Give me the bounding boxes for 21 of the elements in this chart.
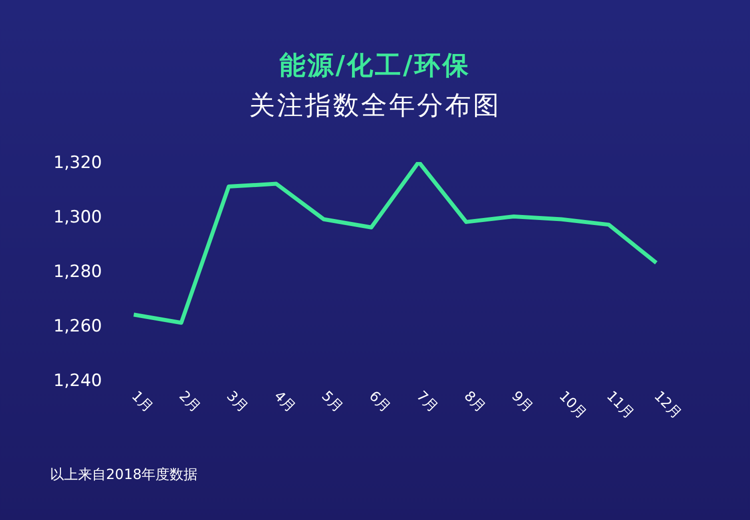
chart-subtitle: 关注指数全年分布图 <box>248 90 502 123</box>
x-tick-label: 10月 <box>556 388 590 422</box>
x-tick-label: 9月 <box>508 388 536 416</box>
line-series <box>132 162 658 325</box>
y-tick-label: 1,260 <box>53 316 102 337</box>
x-tick-label: 11月 <box>603 388 638 422</box>
y-tick-label: 1,280 <box>53 262 102 282</box>
y-tick-label: 1,300 <box>53 208 102 228</box>
x-tick-label: 3月 <box>223 388 251 416</box>
x-tick-label: 8月 <box>460 388 488 416</box>
x-tick-label: 5月 <box>318 388 346 416</box>
x-tick-label: 6月 <box>366 388 394 416</box>
chart-title: 能源/化工/环保 <box>278 50 472 83</box>
x-tick-label: 4月 <box>270 388 298 416</box>
y-tick-label: 1,320 <box>53 153 102 174</box>
y-tick-label: 1,240 <box>53 371 102 392</box>
x-tick-label: 2月 <box>176 388 204 416</box>
x-tick-label: 7月 <box>413 388 441 416</box>
x-tick-label: 12月 <box>650 388 685 422</box>
x-tick-label: 1月 <box>128 388 156 416</box>
text: 以上来自2018年度数据 <box>50 466 198 484</box>
